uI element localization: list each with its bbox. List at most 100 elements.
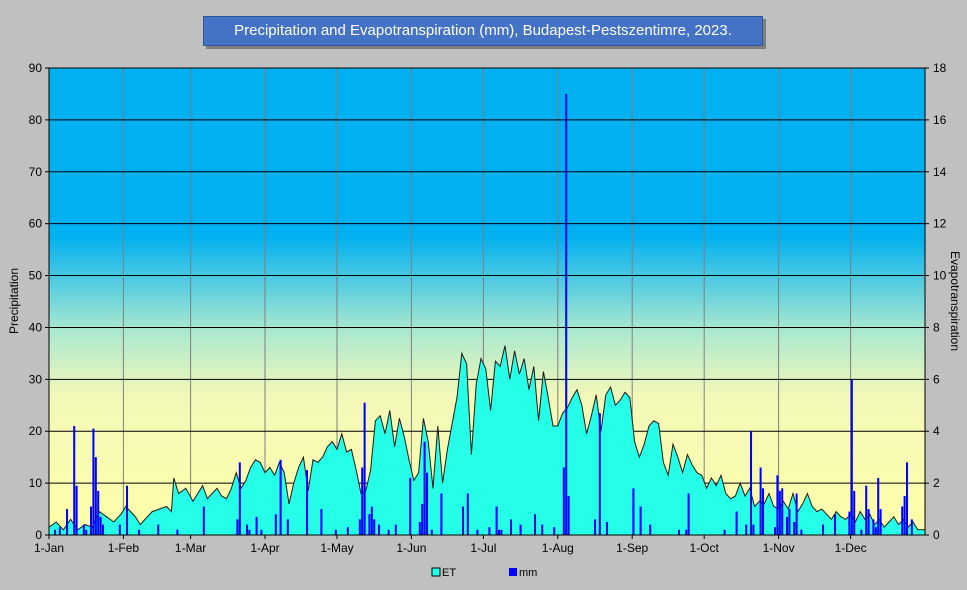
precipitation-bar [776, 475, 779, 535]
precipitation-bar [361, 467, 364, 535]
precipitation-bar [567, 496, 570, 535]
y2-tick-label: 2 [933, 476, 940, 490]
precipitation-bar [867, 509, 870, 535]
precipitation-bar [421, 503, 424, 535]
precipitation-bar [358, 519, 361, 535]
precipitation-bar [90, 506, 93, 535]
precipitation-bar [860, 529, 863, 535]
precipitation-bar [781, 488, 784, 535]
precipitation-bar [745, 524, 748, 535]
precipitation-bar [274, 514, 277, 535]
precipitation-bar [534, 514, 537, 535]
precipitation-bar [176, 529, 179, 535]
y-axis-title: Precipitation [7, 268, 21, 334]
precipitation-bar [834, 514, 837, 535]
x-tick-label: 1-Aug [542, 541, 574, 555]
precipitation-bar [440, 493, 443, 535]
precipitation-bar [368, 514, 371, 535]
precipitation-bar [387, 529, 390, 535]
legend: ET mm [431, 567, 537, 579]
precipitation-bar [639, 506, 642, 535]
precipitation-bar [903, 496, 906, 535]
precipitation-bar [774, 527, 777, 535]
precipitation-bar [99, 516, 102, 535]
precipitation-bar [795, 493, 798, 535]
x-tick-label: 1-Feb [108, 541, 140, 555]
precipitation-bar [126, 485, 129, 535]
precipitation-bar [786, 516, 789, 535]
precipitation-bar [92, 428, 95, 535]
precipitation-bar [466, 493, 469, 535]
precipitation-bar [865, 485, 868, 535]
precipitation-bar [687, 493, 690, 535]
precipitation-bar [519, 524, 522, 535]
y-tick-label: 90 [29, 61, 43, 75]
precipitation-bar [238, 462, 241, 535]
precipitation-bar [66, 509, 69, 535]
precipitation-bar [553, 527, 556, 535]
precipitation-bar [476, 529, 479, 535]
y-tick-label: 50 [29, 269, 43, 283]
y-tick-label: 40 [29, 320, 43, 334]
y2-axis-title: Evapotranspiration [948, 251, 962, 351]
precipitation-bar [853, 490, 856, 535]
y-tick-label: 60 [29, 217, 43, 231]
precipitation-bar [320, 509, 323, 535]
precipitation-bar [430, 529, 433, 535]
precipitation-bar [236, 519, 239, 535]
x-tick-label: 1-Dec [835, 541, 867, 555]
precipitation-bar [874, 527, 877, 535]
precipitation-bar [910, 519, 913, 535]
x-tick-label: 1-Nov [763, 541, 795, 555]
precipitation-bar [94, 457, 97, 535]
precipitation-bar [363, 402, 366, 535]
y-tick-label: 10 [29, 476, 43, 490]
x-tick-label: 1-Jan [34, 541, 64, 555]
precipitation-bar [541, 524, 544, 535]
precipitation-bar [788, 509, 791, 535]
precipitation-bar [793, 522, 796, 535]
x-tick-label: 1-Apr [250, 541, 279, 555]
precipitation-bar [598, 413, 601, 535]
precipitation-bar [685, 529, 688, 535]
precipitation-bar [394, 524, 397, 535]
precipitation-bar [848, 511, 851, 535]
precipitation-bar [334, 529, 337, 535]
precipitation-bar [800, 529, 803, 535]
precipitation-bar [279, 459, 282, 535]
y-tick-label: 20 [29, 424, 43, 438]
x-axis-ticks: 1-Jan 1-Feb 1-Mar 1-Apr 1-May 1-Jun 1-Jul 1-Aug… [34, 535, 867, 555]
y2-axis-ticks: 0 2 4 6 8 10 12 14 16 18 [925, 61, 947, 542]
plot-border [48, 67, 926, 536]
x-tick-label: 1-Sep [616, 541, 648, 555]
legend-label-et: ET [442, 567, 456, 579]
precipitation-bar [462, 506, 465, 535]
precipitation-bar [423, 441, 426, 535]
x-tick-label: 1-May [320, 541, 353, 555]
precipitation-bar [373, 519, 376, 535]
precipitation-bar [246, 524, 249, 535]
y-tick-label: 70 [29, 165, 43, 179]
precipitation-bar [426, 472, 429, 535]
precipitation-bar [778, 490, 781, 535]
precipitation-bar [565, 93, 568, 536]
precipitation-bar [822, 524, 825, 535]
precipitation-bar [73, 426, 76, 535]
y2-tick-label: 10 [933, 269, 947, 283]
precipitation-bar [723, 529, 726, 535]
y-tick-label: 0 [35, 528, 42, 542]
precipitation-bar [735, 511, 738, 535]
precipitation-bar [248, 529, 251, 535]
precipitation-bar-layer [54, 93, 913, 536]
precipitation-bar [418, 522, 421, 535]
precipitation-bar [260, 529, 263, 535]
legend-swatch-mm [509, 568, 517, 576]
precipitation-bar [877, 477, 880, 535]
precipitation-bar [678, 529, 681, 535]
precipitation-bar [370, 506, 373, 535]
y2-tick-label: 12 [933, 217, 947, 231]
precipitation-bar [255, 516, 258, 535]
precipitation-bar [75, 485, 78, 535]
precipitation-bar [409, 477, 412, 535]
